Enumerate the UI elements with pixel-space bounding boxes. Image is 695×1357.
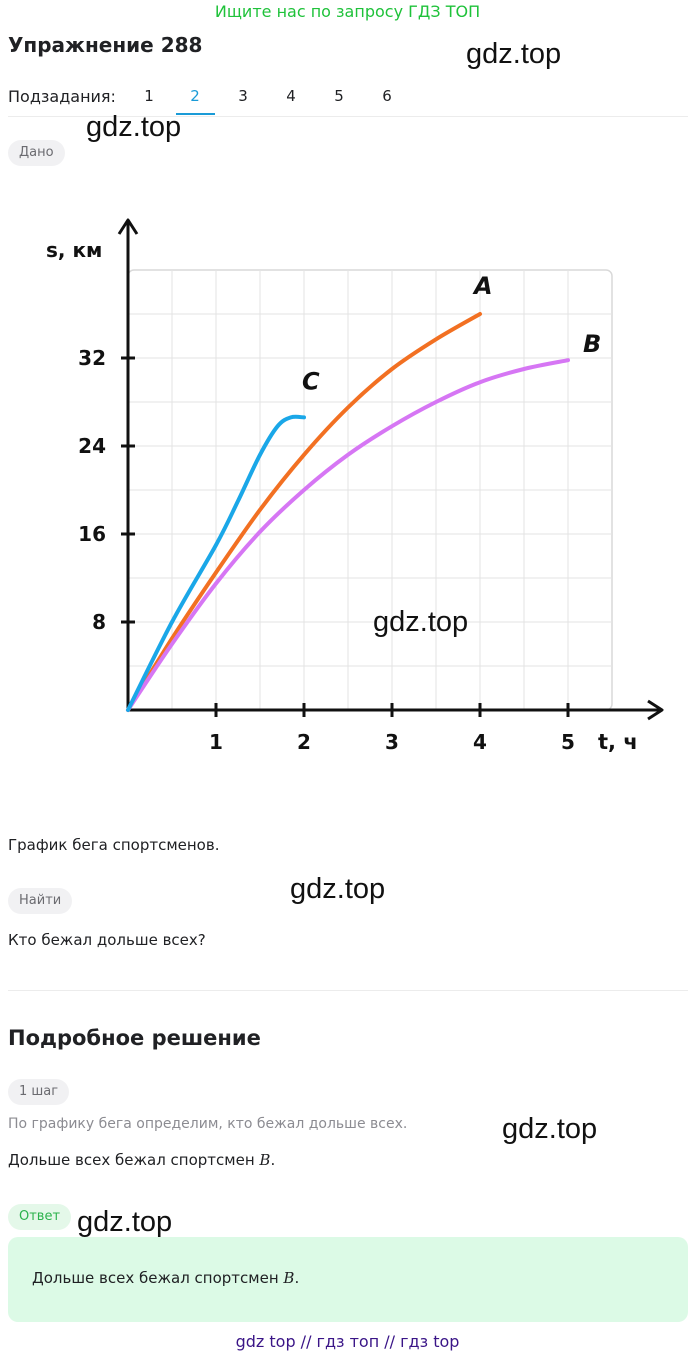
step-text: Дольше всех бежал спортсмен B. [8,1151,275,1169]
y-tick-label: 24 [78,434,106,458]
series-a-label: A [472,272,493,300]
answer-text-main: Дольше всех бежал спортсмен [32,1269,279,1287]
series-b-label: B [583,330,601,358]
series-c-line [126,414,306,712]
given-caption: График бега спортсменов. [8,836,220,854]
subtask-tab-4[interactable]: 4 [286,87,296,105]
chart-grid [127,269,613,711]
subtask-tab-5[interactable]: 5 [334,87,344,105]
series-b-line [126,358,570,712]
y-tick-label: 32 [78,346,106,370]
distance-time-chart: 1 2 3 4 5 8 16 24 32 A B C s, км t, ч [46,218,664,754]
page-title: Упражнение 288 [8,33,203,57]
x-axis-arrow [647,699,664,721]
x-tick-label: 3 [385,730,399,754]
find-question: Кто бежал дольше всех? [8,931,206,949]
subtask-tab-1[interactable]: 1 [144,87,154,105]
find-badge: Найти [8,888,73,914]
given-badge: Дано [8,140,65,166]
active-tab-indicator [176,113,215,115]
watermark: gdz.top [466,38,562,70]
subtask-tab-3[interactable]: 3 [238,87,248,105]
step-text-var: B [259,1151,271,1169]
chart-axes [117,218,664,721]
chart-series: A B C [126,272,601,712]
step-badge: 1 шаг [8,1079,70,1105]
subtask-tab-2[interactable]: 2 [190,87,200,105]
watermark: gdz.top [86,111,182,143]
divider [8,116,688,117]
divider [8,990,688,991]
subtasks-label: Подзадания: [8,87,116,106]
solution-heading: Подробное решение [8,1026,261,1050]
x-axis-label: t, ч [598,730,638,754]
watermark: gdz.top [290,873,386,905]
y-axis-arrow [117,218,139,235]
watermark: gdz.top [373,606,469,638]
answer-badge: Ответ [8,1204,72,1230]
step-hint: По графику бега определим, кто бежал дол… [8,1116,408,1132]
step-text-end: . [270,1151,276,1169]
y-tick-label: 8 [92,610,106,634]
answer-text-end: . [294,1269,300,1287]
answer-text-var: B [283,1269,295,1287]
series-c-label: C [302,367,320,395]
y-axis-label: s, км [46,238,102,262]
chart-ticks: 1 2 3 4 5 8 16 24 32 [78,346,575,754]
subtask-tab-6[interactable]: 6 [382,87,392,105]
y-tick-label: 16 [78,522,106,546]
answer-text: Дольше всех бежал спортсмен B. [32,1269,299,1287]
answer-box [8,1237,688,1322]
step-text-main: Дольше всех бежал спортсмен [8,1151,255,1169]
watermark: gdz.top [77,1206,173,1238]
x-tick-label: 5 [561,730,575,754]
watermark: gdz.top [502,1113,598,1145]
footer-links[interactable]: gdz top // гдз топ // гдз top [235,1332,460,1351]
x-tick-label: 1 [209,730,223,754]
x-tick-label: 2 [297,730,311,754]
series-a-line [126,312,482,712]
x-tick-label: 4 [473,730,487,754]
promo-banner[interactable]: Ищите нас по запросу ГДЗ ТОП [214,2,481,21]
